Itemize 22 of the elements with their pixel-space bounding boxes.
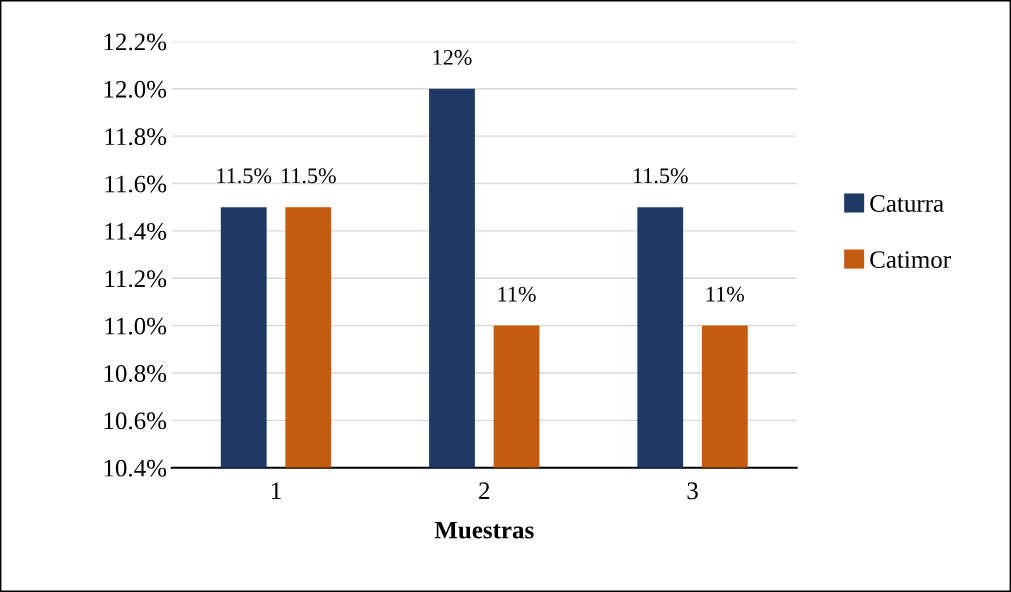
data-label: 12% (433, 49, 472, 65)
y-tick-label: 10.4% (104, 459, 167, 477)
legend-label: Caturra (870, 195, 944, 212)
y-tick-label: 11.0% (105, 317, 167, 335)
y-tick-label: 11.4% (105, 222, 167, 240)
y-tick-label: 10.8% (104, 365, 167, 382)
x-tick-label: 1 (271, 482, 281, 499)
data-label: 11.5% (281, 168, 336, 184)
x-tick-label: 2 (479, 482, 490, 499)
data-label: 11.5% (633, 168, 688, 184)
x-tick-label: 3 (687, 482, 698, 500)
y-tick-label: 11.8% (105, 128, 167, 146)
data-label: 11% (706, 286, 745, 302)
y-tick-label: 11.2% (105, 270, 167, 288)
legend-label: Catimor (870, 251, 951, 268)
y-tick-label: 12.2% (104, 33, 167, 51)
data-label: 11.5% (217, 168, 272, 184)
y-tick-label: 11.6% (105, 175, 167, 193)
x-axis-title: Muestras (434, 521, 534, 539)
y-tick-label: 10.6% (104, 412, 167, 430)
data-label: 11% (498, 286, 536, 302)
y-tick-label: 12.0% (104, 80, 167, 98)
